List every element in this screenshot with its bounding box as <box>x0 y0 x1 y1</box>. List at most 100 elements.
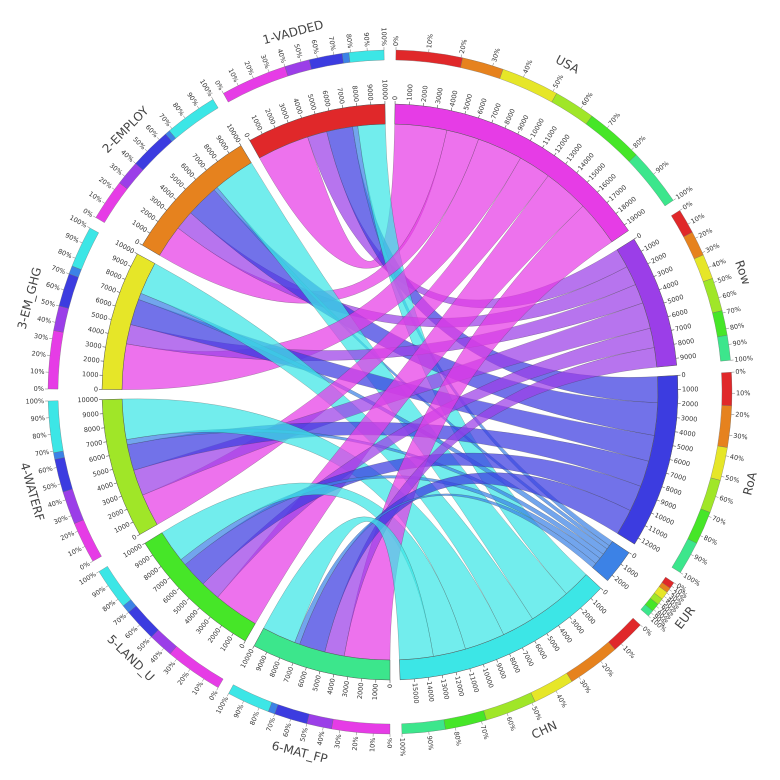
tick-mark <box>134 252 138 255</box>
percent-label: 20% <box>97 175 113 190</box>
percent-label: 80% <box>702 534 718 547</box>
tick-mark <box>600 587 604 591</box>
percent-tick <box>57 483 61 485</box>
tick-mark <box>252 645 255 649</box>
tick-label: 11000 <box>467 671 480 693</box>
percent-label: 90% <box>693 553 710 567</box>
tick-mark <box>164 208 167 211</box>
tick-label: 12000 <box>553 133 571 155</box>
percent-tick <box>90 561 93 563</box>
tick-label: 1000 <box>622 563 640 579</box>
share-segment <box>628 154 674 207</box>
tick-label: 2000 <box>613 575 631 592</box>
group-arc <box>617 375 679 545</box>
tick-mark <box>580 607 583 611</box>
tick-label: 4000 <box>558 626 574 644</box>
percent-tick <box>687 222 691 225</box>
tick-label: 8000 <box>677 337 695 348</box>
tick-label: 0 <box>601 588 609 597</box>
tick-label: 3000 <box>569 618 586 636</box>
tick-label: 4000 <box>326 678 337 696</box>
group-arc <box>616 238 678 368</box>
percent-tick <box>93 215 96 218</box>
percent-label: 30% <box>162 660 177 676</box>
tick-label: 4000 <box>183 608 200 626</box>
percent-tick <box>126 612 129 615</box>
percent-label: 70% <box>265 716 277 732</box>
percent-label: 100% <box>198 78 214 98</box>
tick-mark <box>478 114 480 119</box>
tick-mark <box>659 288 663 290</box>
percent-tick <box>66 272 70 275</box>
tick-mark <box>155 219 159 222</box>
tick-mark <box>130 521 134 524</box>
share-segment <box>58 273 79 309</box>
tick-label: 7000 <box>85 439 103 450</box>
percent-label: 100% <box>214 695 230 715</box>
share-segment <box>640 604 653 617</box>
tick-mark <box>455 672 458 676</box>
percent-tick <box>455 727 457 731</box>
percent-label: 90% <box>425 735 435 750</box>
share-segment <box>717 405 732 448</box>
percent-label: 90% <box>362 32 371 47</box>
tick-mark <box>663 301 667 304</box>
share-segment <box>395 49 463 68</box>
percent-label: 90% <box>91 585 107 600</box>
percent-label: 80% <box>248 710 261 726</box>
percent-tick <box>695 236 699 239</box>
percent-tick <box>183 115 186 119</box>
percent-label: 20% <box>242 60 255 76</box>
percent-tick <box>671 585 675 589</box>
tick-label: 9000 <box>680 352 697 362</box>
tick-mark <box>517 131 520 135</box>
percent-tick <box>673 198 676 201</box>
tick-label: 2000 <box>420 85 430 102</box>
tick-mark <box>183 186 186 190</box>
percent-label: 80% <box>344 33 354 48</box>
percent-label: 90% <box>232 703 245 719</box>
tick-mark <box>300 114 302 119</box>
tick-label: 12000 <box>453 675 466 697</box>
tick-mark <box>215 158 218 162</box>
tick-label: 2000 <box>107 507 125 521</box>
share-segment <box>151 629 177 655</box>
share-segment <box>169 99 219 139</box>
percent-label: 80% <box>57 247 73 260</box>
percent-label: 40% <box>36 315 52 326</box>
tick-label: 2000 <box>682 400 699 409</box>
tick-mark <box>273 125 276 129</box>
percent-tick <box>631 147 634 151</box>
tick-label: 0 <box>681 371 686 379</box>
percent-tick <box>708 516 712 518</box>
percent-tick <box>115 599 119 602</box>
share-segment <box>228 684 273 712</box>
tick-label: 10000 <box>122 542 144 560</box>
tick-label: 7000 <box>674 322 692 333</box>
tick-mark <box>464 110 467 115</box>
percent-label: 60% <box>310 39 321 55</box>
tick-label: 9000 <box>133 554 151 570</box>
percent-label: 0% <box>34 385 44 393</box>
tick-label: 6000 <box>161 588 179 605</box>
tick-label: 7000 <box>190 152 207 170</box>
share-segment <box>308 53 344 70</box>
share-segment <box>700 477 721 513</box>
percent-tick <box>640 624 643 628</box>
share-segment <box>74 519 102 562</box>
tick-label: 1000 <box>591 598 608 615</box>
percent-tick <box>679 208 683 211</box>
tick-label: 3000 <box>341 680 351 698</box>
tick-mark <box>260 131 263 135</box>
percent-label: 80% <box>32 431 47 441</box>
tick-mark <box>576 170 579 173</box>
percent-tick <box>305 723 308 727</box>
percent-label: 80% <box>632 134 648 150</box>
share-segment <box>47 330 64 390</box>
percent-label: 10% <box>736 389 750 397</box>
percent-tick <box>607 125 610 129</box>
tick-mark <box>504 125 507 129</box>
tick-label: 9000 <box>82 410 99 419</box>
tick-label: 6000 <box>321 90 332 108</box>
percent-label: 10% <box>87 190 103 205</box>
